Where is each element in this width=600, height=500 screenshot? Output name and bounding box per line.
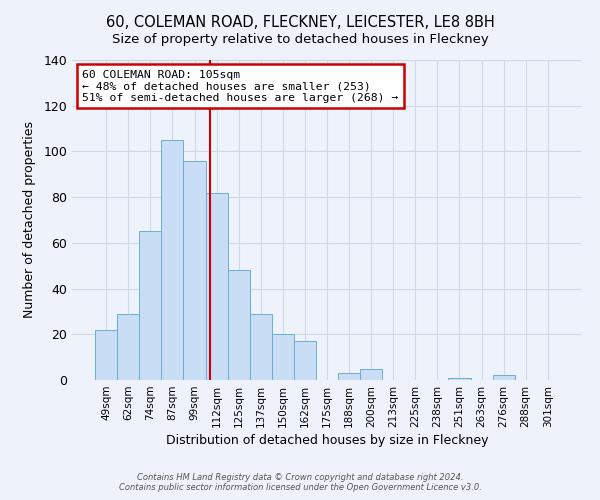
Text: Size of property relative to detached houses in Fleckney: Size of property relative to detached ho…	[112, 32, 488, 46]
Bar	[95, 330, 117, 380]
Bar	[250, 314, 272, 380]
Bar	[448, 378, 470, 380]
Bar	[493, 376, 515, 380]
Bar	[338, 373, 360, 380]
Bar	[139, 232, 161, 380]
X-axis label: Distribution of detached houses by size in Fleckney: Distribution of detached houses by size …	[166, 434, 488, 447]
Bar	[184, 160, 206, 380]
Bar	[294, 341, 316, 380]
Bar	[161, 140, 184, 380]
Bar	[227, 270, 250, 380]
Text: 60 COLEMAN ROAD: 105sqm
← 48% of detached houses are smaller (253)
51% of semi-d: 60 COLEMAN ROAD: 105sqm ← 48% of detache…	[82, 70, 398, 103]
Bar	[117, 314, 139, 380]
Bar	[360, 368, 382, 380]
Y-axis label: Number of detached properties: Number of detached properties	[23, 122, 37, 318]
Bar	[272, 334, 294, 380]
Text: Contains HM Land Registry data © Crown copyright and database right 2024.
Contai: Contains HM Land Registry data © Crown c…	[119, 473, 481, 492]
Bar	[206, 192, 227, 380]
Text: 60, COLEMAN ROAD, FLECKNEY, LEICESTER, LE8 8BH: 60, COLEMAN ROAD, FLECKNEY, LEICESTER, L…	[106, 15, 494, 30]
